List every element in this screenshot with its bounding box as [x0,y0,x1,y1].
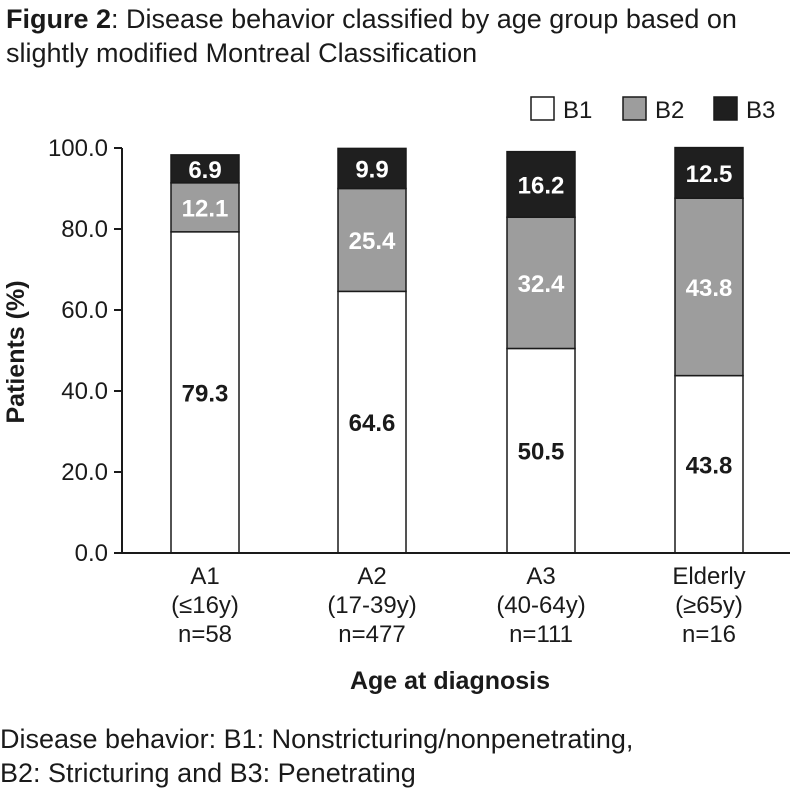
x-tick-label-1-line-1: A1 [190,563,219,590]
data-label-b2-3: 32.4 [518,271,565,298]
data-label-b3-3: 16.2 [518,172,565,199]
legend-swatch-b1 [530,96,555,121]
bar-segment-b1-1 [170,231,240,554]
x-tick-label-2-line-2: (17-39y) [327,592,416,619]
data-label-b3-4: 12.5 [686,161,733,188]
bar-segment-b2-3 [506,216,576,350]
data-label-b2-1: 12.1 [182,195,229,222]
footer-line-2: B2: Stricturing and B3: Penetrating [0,758,416,788]
y-tick-label-0: 0.0 [75,540,108,567]
data-label-b2-4: 43.8 [686,275,733,302]
data-label-b3-2: 9.9 [355,156,388,183]
figure-title: Figure 2: Disease behavior classified by… [6,2,791,70]
legend-label-b1: B1 [563,97,592,124]
y-tick-label-3: 60.0 [61,297,108,324]
y-tick-label-2: 40.0 [61,378,108,405]
data-label-b1-4: 43.8 [686,452,733,479]
x-tick-label-3-line-2: (40-64y) [496,592,585,619]
bar-segment-b3-1 [170,154,240,184]
y-tick-label-5: 100.0 [48,135,108,162]
x-tick-label-4-line-3: n=16 [682,621,736,648]
legend-swatch-b2 [622,96,647,121]
x-tick-label-2-line-3: n=477 [338,621,405,648]
bar-segment-b2-2 [337,187,407,293]
y-tick-label-1: 20.0 [61,459,108,486]
x-tick-label-1-line-2: (≤16y) [171,592,239,619]
y-axis-title: Patients (%) [2,280,30,423]
figure-title-text: : Disease behavior classified by age gro… [6,4,737,68]
bar-segment-b2-1 [170,182,240,233]
legend-label-b3: B3 [746,97,775,124]
data-label-b2-2: 25.4 [349,228,396,255]
x-tick-label-2-line-1: A2 [357,563,386,590]
x-tick-label-3-line-1: A3 [526,563,555,590]
figure-title-prefix: Figure 2 [6,4,112,34]
figure-footer: Disease behavior: B1: Nonstricturing/non… [0,722,796,790]
data-label-b1-3: 50.5 [518,439,565,466]
data-label-b1-1: 79.3 [182,380,229,407]
x-tick-label-3-line-3: n=111 [509,621,573,648]
legend-swatch-b3 [713,96,738,121]
x-tick-label-1-line-3: n=58 [178,621,232,648]
footer-line-1: Disease behavior: B1: Nonstricturing/non… [0,724,634,754]
y-tick-label-4: 80.0 [61,216,108,243]
bar-segment-b1-4 [674,374,744,554]
data-label-b3-1: 6.9 [188,157,221,184]
x-tick-label-4-line-2: (≥65y) [675,592,743,619]
bar-segment-b3-3 [506,150,576,219]
legend-label-b2: B2 [655,97,684,124]
x-axis-title: Age at diagnosis [350,667,550,695]
bar-segment-b3-2 [337,147,407,190]
x-tick-label-4-line-1: Elderly [672,563,745,590]
data-label-b1-2: 64.6 [349,410,396,437]
bar-segment-b3-4 [674,146,744,199]
